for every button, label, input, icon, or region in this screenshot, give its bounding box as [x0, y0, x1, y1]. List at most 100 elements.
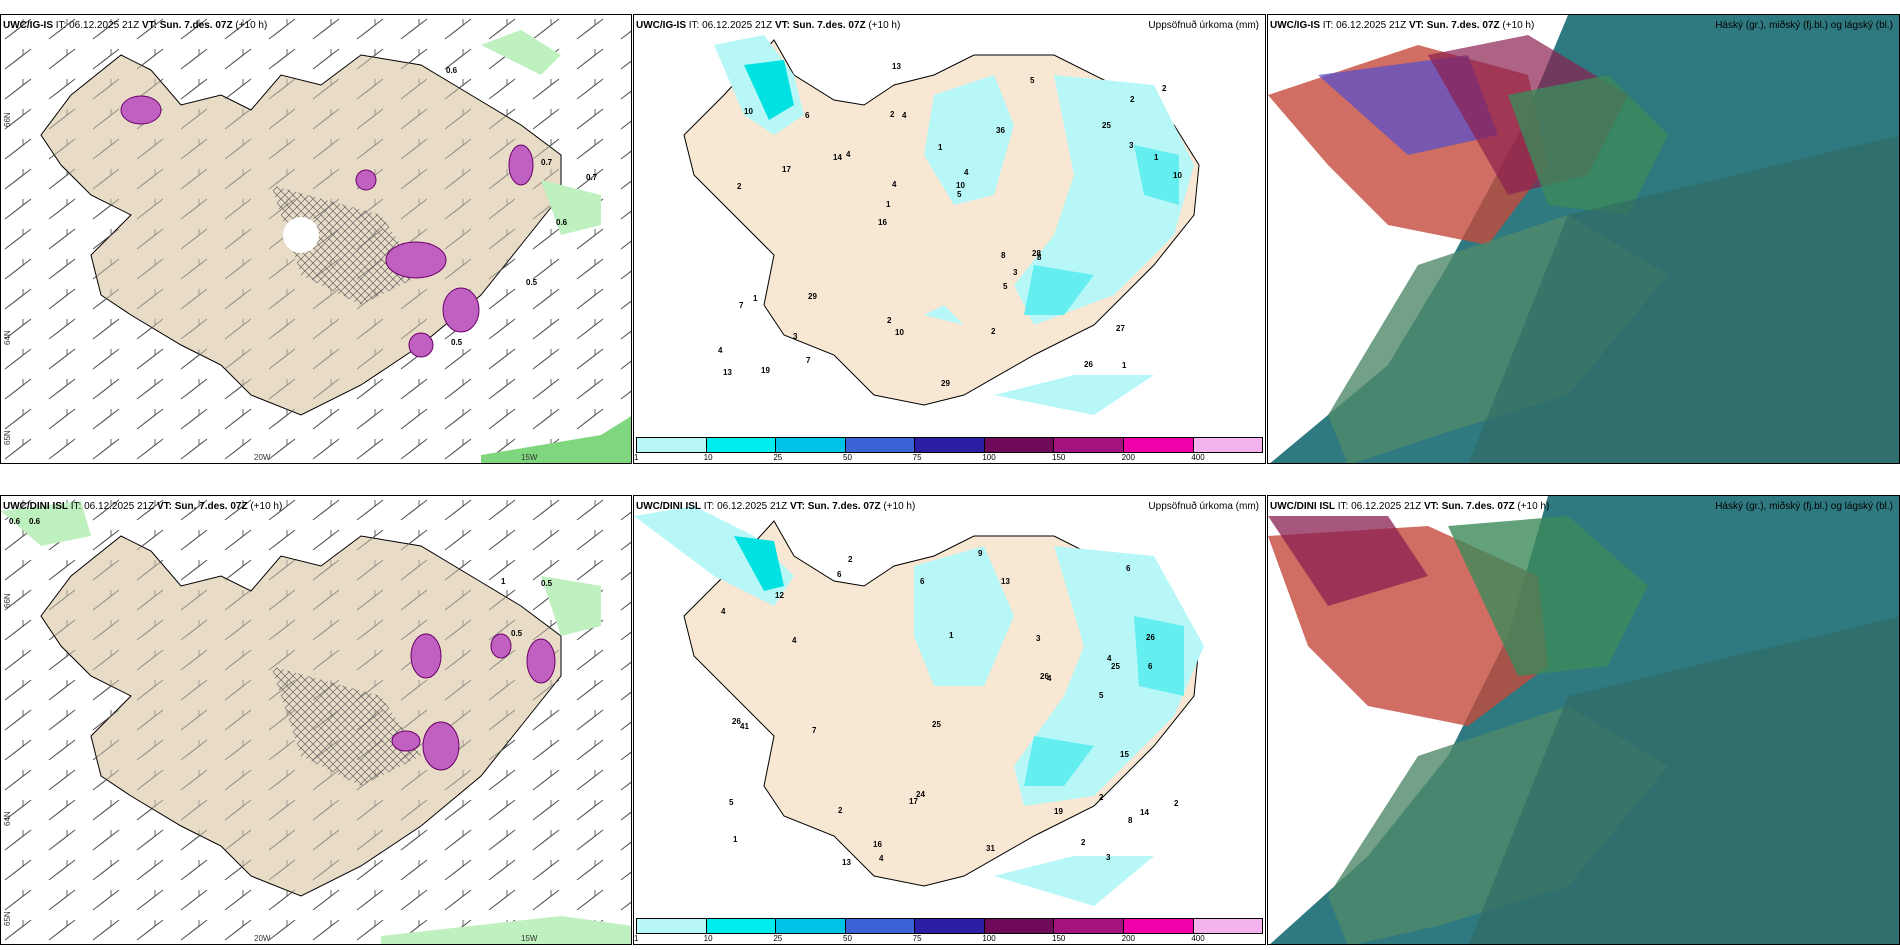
precip-value-label: 26 — [732, 717, 741, 726]
colorbar-swatch — [984, 438, 1055, 452]
precip-value-label: 5 — [1003, 282, 1008, 291]
precip-value-label: 3 — [1129, 141, 1134, 150]
colorbar-boxes — [636, 437, 1263, 453]
colorbar-tick: 200 — [1121, 453, 1136, 462]
precip-value-label: 5 — [729, 798, 734, 807]
precip-value-label: 6 — [837, 570, 842, 579]
colorbar-swatch — [776, 438, 846, 452]
precip-value-label: 26 — [1084, 360, 1093, 369]
colorbar-swatch — [1123, 438, 1194, 452]
precip-value-label: 1 — [1122, 361, 1127, 370]
precip-value-label: 4 — [846, 150, 851, 159]
precip-value-label: 4 — [792, 636, 797, 645]
precip-value-label: 26 — [1040, 672, 1049, 681]
precip-value-label: 2 — [848, 555, 853, 564]
cloud-map-panel-row2: UWC/DINI ISL IT: 06.12.2025 21Z VT: Sun.… — [1267, 495, 1900, 945]
precip-value-label: 29 — [941, 379, 950, 388]
precip-value-label: 2 — [737, 182, 742, 191]
precip-value-label: 3 — [1013, 268, 1018, 277]
cloud-title: Háský (gr.), miðský (fj.bl.) og lágský (… — [1715, 501, 1893, 512]
precip-value-label: 5 — [1030, 76, 1035, 85]
precip-value-label: 2 — [1174, 799, 1179, 808]
lon-label: 15W — [521, 453, 538, 462]
precip-title: Uppsöfnuð úrkoma (mm) — [1148, 501, 1259, 512]
precip-value-label: 4 — [1047, 674, 1052, 683]
precip-value-label: 4 — [902, 111, 907, 120]
precip-value-label: 4 — [718, 346, 723, 355]
precip-map: 2261411242646454512862425264131261617913… — [634, 506, 1204, 906]
precip-value-label: 1 — [733, 835, 738, 844]
precip-title: Uppsöfnuð úrkoma (mm) — [1148, 20, 1259, 31]
svg-text:1: 1 — [501, 577, 506, 586]
precip-value-label: 41 — [740, 722, 749, 731]
precip-value-label: 6 — [805, 111, 810, 120]
cloud-title: Háský (gr.), miðský (fj.bl.) og lágský (… — [1715, 20, 1893, 31]
wind-map-panel-row1: UWC/IG-IS IT: 06.12.2025 21Z VT: Sun. 7.… — [0, 14, 632, 464]
precip-value-label: 25 — [932, 720, 941, 729]
colorbar-tick: 25 — [773, 934, 783, 943]
svg-text:0.7: 0.7 — [586, 173, 598, 182]
precip-value-label: 3 — [1106, 853, 1111, 862]
panel-header: UWC/IG-IS IT: 06.12.2025 21Z VT: Sun. 7.… — [3, 20, 268, 31]
colorbar-swatch — [706, 438, 777, 452]
precip-value-label: 13 — [1001, 577, 1010, 586]
lat-label: 66N — [3, 593, 12, 608]
precip-value-label: 1 — [1154, 153, 1159, 162]
precip-value-label: 12 — [775, 591, 784, 600]
lon-label: 20W — [254, 453, 271, 462]
precip-value-label: 16 — [878, 218, 887, 227]
precip-value-label: 2 — [1162, 84, 1167, 93]
colorbar-ticks: 1 10 25 50 75 100 150 200 400 — [634, 453, 1263, 463]
precip-value-label: 2 — [838, 806, 843, 815]
precip-map-panel-row1: UWC/IG-IS IT: 06.12.2025 21Z VT: Sun. 7.… — [633, 14, 1266, 464]
precip-value-label: 27 — [1116, 324, 1125, 333]
precip-value-label: 1 — [753, 294, 758, 303]
lat-label: 66N — [3, 112, 12, 127]
precip-value-label: 4 — [1107, 654, 1112, 663]
precip-value-label: 26 — [1146, 633, 1155, 642]
cloud-map-panel-row1: UWC/IG-IS IT: 06.12.2025 21Z VT: Sun. 7.… — [1267, 14, 1900, 464]
precip-value-label: 16 — [873, 840, 882, 849]
svg-text:0.5: 0.5 — [451, 338, 463, 347]
precip-value-label: 8 — [1037, 253, 1042, 262]
precip-value-label: 25 — [1102, 121, 1111, 130]
precip-value-label: 8 — [1001, 251, 1006, 260]
precip-value-label: 13 — [892, 62, 901, 71]
precip-value-label: 9 — [978, 549, 983, 558]
precip-value-label: 2 — [1130, 95, 1135, 104]
precip-value-label: 3 — [793, 332, 798, 341]
precip-value-label: 6 — [1126, 564, 1131, 573]
precip-value-label: 7 — [739, 301, 744, 310]
colorbar-tick: 10 — [703, 453, 713, 462]
colorbar-swatch — [706, 919, 777, 933]
colorbar-tick: 25 — [773, 453, 783, 462]
wind-map: 0.6 0.7 0.7 0.6 0.5 0.5 — [1, 15, 631, 463]
colorbar-tick: 100 — [982, 453, 996, 462]
precip-value-label: 31 — [986, 844, 995, 853]
panel-header: UWC/DINI ISL IT: 06.12.2025 21Z VT: Sun.… — [636, 501, 916, 512]
colorbar: 1 10 25 50 75 100 150 200 400 — [634, 435, 1265, 463]
precip-value-label: 14 — [833, 153, 842, 162]
precip-value-label: 10 — [895, 328, 904, 337]
precip-value-label: 3 — [1036, 634, 1041, 643]
precip-value-label: 28 — [1032, 249, 1041, 258]
precip-value-label: 1 — [938, 143, 943, 152]
colorbar: 1 10 25 50 75 100 150 200 400 — [634, 916, 1265, 944]
svg-text:0.5: 0.5 — [541, 579, 553, 588]
lon-label: 15W — [521, 934, 538, 943]
colorbar-tick: 50 — [843, 934, 852, 943]
precip-value-label: 6 — [920, 577, 925, 586]
svg-text:0.5: 0.5 — [511, 629, 523, 638]
cloud-map — [1268, 496, 1899, 944]
colorbar-tick: 1 — [634, 934, 639, 943]
colorbar-boxes — [636, 918, 1263, 934]
precip-value-label: 13 — [842, 858, 851, 867]
colorbar-swatch — [1054, 438, 1124, 452]
colorbar-tick: 100 — [982, 934, 996, 943]
colorbar-swatch — [915, 919, 985, 933]
colorbar-swatch — [845, 438, 916, 452]
colorbar-tick: 150 — [1052, 934, 1066, 943]
precip-value-label: 36 — [996, 126, 1005, 135]
precip-value-label: 25 — [1111, 662, 1120, 671]
panel-header: UWC/IG-IS IT: 06.12.2025 21Z VT: Sun. 7.… — [636, 20, 901, 31]
